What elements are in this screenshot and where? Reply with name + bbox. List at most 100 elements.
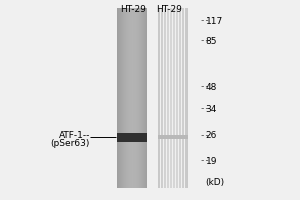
Bar: [122, 8, 123, 188]
Bar: [141, 8, 142, 188]
Text: (pSer63): (pSer63): [51, 138, 90, 148]
Bar: [130, 8, 131, 188]
Bar: [158, 8, 159, 188]
Text: 34: 34: [206, 104, 217, 114]
Bar: [121, 8, 122, 188]
Bar: [169, 8, 170, 188]
Bar: [133, 8, 134, 188]
Bar: [118, 8, 119, 188]
Bar: [120, 8, 121, 188]
Bar: [126, 8, 127, 188]
Bar: [137, 8, 138, 188]
Bar: [144, 8, 145, 188]
Bar: [174, 8, 175, 188]
Bar: [175, 8, 176, 188]
Bar: [170, 8, 171, 188]
Bar: [168, 8, 169, 188]
Bar: [140, 8, 141, 188]
Bar: [125, 8, 126, 188]
Bar: [124, 8, 125, 188]
Text: 26: 26: [206, 132, 217, 140]
Bar: [167, 8, 168, 188]
Bar: [133, 8, 134, 188]
Text: --: --: [200, 104, 210, 114]
Text: --: --: [200, 156, 210, 166]
Bar: [128, 8, 129, 188]
Bar: [132, 8, 133, 188]
Bar: [139, 8, 140, 188]
Bar: [138, 8, 139, 188]
Bar: [147, 8, 158, 188]
Bar: [164, 8, 165, 188]
Bar: [173, 8, 174, 188]
Bar: [123, 8, 124, 188]
Bar: [129, 8, 130, 188]
Text: --: --: [200, 83, 210, 92]
Bar: [163, 8, 164, 188]
Bar: [184, 8, 185, 188]
Bar: [117, 8, 118, 188]
Bar: [142, 8, 143, 188]
Bar: [162, 8, 163, 188]
Bar: [131, 8, 132, 188]
Text: HT-29: HT-29: [121, 5, 146, 14]
Bar: [136, 8, 137, 188]
Text: ATF-1--: ATF-1--: [58, 130, 90, 140]
Bar: [178, 8, 179, 188]
Bar: [182, 8, 183, 188]
Bar: [135, 8, 136, 188]
Bar: [169, 8, 170, 188]
Bar: [142, 8, 143, 188]
Bar: [136, 8, 137, 188]
Bar: [172, 8, 173, 188]
Bar: [119, 8, 120, 188]
Bar: [126, 8, 127, 188]
Text: --: --: [200, 17, 210, 25]
Bar: [183, 8, 184, 188]
Bar: [143, 8, 144, 188]
Bar: [181, 8, 182, 188]
Bar: [179, 8, 180, 188]
Bar: [118, 8, 119, 188]
Bar: [122, 8, 123, 188]
Bar: [140, 8, 141, 188]
Bar: [165, 8, 166, 188]
Bar: [123, 8, 124, 188]
Bar: [121, 8, 122, 188]
Bar: [144, 8, 145, 188]
Text: 48: 48: [206, 83, 217, 92]
Bar: [138, 8, 139, 188]
Bar: [145, 8, 146, 188]
Bar: [129, 8, 130, 188]
Bar: [187, 8, 188, 188]
Bar: [117, 132, 147, 142]
Bar: [141, 8, 142, 188]
Bar: [118, 8, 119, 188]
Bar: [127, 8, 128, 188]
Text: 117: 117: [206, 17, 223, 25]
Bar: [130, 8, 131, 188]
Bar: [177, 8, 178, 188]
Bar: [161, 8, 162, 188]
Bar: [134, 8, 135, 188]
Bar: [132, 8, 133, 188]
Bar: [159, 8, 160, 188]
Text: --: --: [200, 132, 210, 140]
Bar: [117, 8, 118, 188]
Bar: [160, 8, 161, 188]
Text: --: --: [200, 36, 210, 46]
Bar: [180, 8, 181, 188]
Text: HT-29: HT-29: [157, 5, 182, 14]
Bar: [131, 8, 132, 188]
Bar: [137, 8, 138, 188]
Bar: [143, 8, 144, 188]
Bar: [139, 8, 140, 188]
Bar: [166, 8, 167, 188]
Bar: [124, 8, 125, 188]
Text: (kD): (kD): [206, 178, 225, 186]
Bar: [135, 8, 136, 188]
Bar: [120, 8, 121, 188]
Text: 19: 19: [206, 156, 217, 166]
Bar: [185, 8, 186, 188]
Bar: [171, 8, 172, 188]
